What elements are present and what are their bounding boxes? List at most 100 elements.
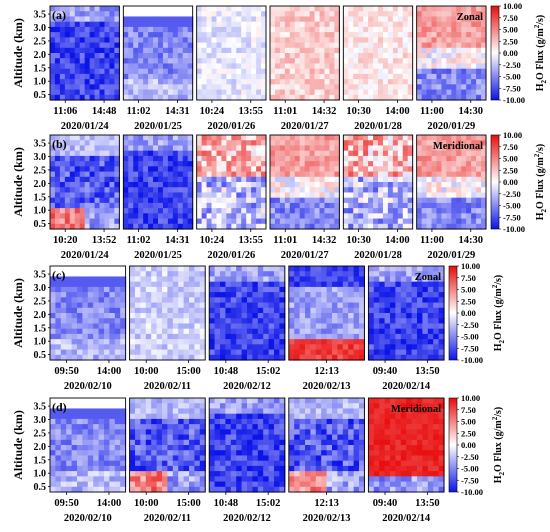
heatmap-cell: [87, 281, 94, 288]
heatmap-cell: [392, 161, 399, 167]
heatmap-cell: [390, 286, 396, 293]
heatmap-cell: [221, 145, 227, 152]
heatmap-cell: [279, 182, 286, 188]
heatmap-cell: [64, 26, 71, 33]
heatmap-cell: [98, 271, 105, 278]
heatmap-cell: [466, 176, 472, 183]
heatmap-cell: [87, 328, 94, 335]
heatmap-cell: [60, 455, 67, 462]
heatmap-cell: [221, 63, 227, 70]
heatmap-cell: [94, 89, 101, 96]
heatmap-cell: [162, 418, 168, 425]
heatmap-cell: [373, 297, 380, 304]
heatmap-cell: [407, 213, 414, 220]
heatmap-cell: [441, 79, 447, 85]
heatmap-cell: [241, 68, 247, 75]
heatmap-cell: [84, 47, 91, 54]
heatmap-cell: [114, 26, 120, 33]
heatmap-cell: [99, 176, 106, 183]
heatmap-cell: [476, 58, 482, 65]
heatmap-cell: [54, 218, 61, 225]
heatmap-cell: [138, 11, 144, 18]
heatmap-cell: [69, 166, 76, 173]
heatmap-cell: [373, 208, 379, 214]
heatmap-cell: [114, 155, 120, 162]
heatmap-cell: [334, 21, 340, 28]
heatmap-cell: [138, 202, 144, 209]
heatmap-cell: [59, 58, 66, 65]
heatmap-cell: [279, 68, 286, 75]
heatmap-cell: [77, 266, 83, 272]
heatmap-cell: [284, 155, 291, 162]
heatmap-cell: [431, 53, 438, 59]
heatmap-cell: [422, 276, 429, 283]
heatmap-cell: [373, 145, 379, 152]
heatmap-cell: [406, 328, 413, 335]
heatmap-cell: [294, 84, 301, 91]
heatmap-cell: [153, 171, 159, 178]
heatmap-cell: [416, 26, 423, 33]
heatmap-cell: [417, 281, 423, 288]
heatmap-cell: [461, 176, 467, 183]
heatmap-cell: [55, 354, 62, 361]
heatmap-cell: [257, 302, 264, 309]
heatmap-cell: [261, 26, 267, 33]
heatmap-cell: [153, 94, 159, 101]
heatmap-cell: [363, 94, 369, 101]
heatmap-cell: [427, 286, 434, 293]
heatmap-cell: [135, 481, 141, 488]
heatmap-cell: [140, 439, 147, 446]
heatmap-cell: [456, 202, 462, 209]
heatmap-cell: [55, 429, 62, 436]
heatmap-cell: [220, 302, 226, 309]
heatmap-cell: [392, 53, 399, 59]
heatmap-cell: [387, 140, 394, 147]
heatmap-cell: [54, 6, 61, 12]
date-label: 2020/02/10: [64, 381, 112, 392]
heatmap-cell: [64, 176, 71, 183]
heatmap-cell: [299, 323, 306, 330]
heatmap-cell: [407, 11, 414, 18]
heatmap-cell: [304, 182, 311, 188]
heatmap-cell: [128, 161, 134, 167]
heatmap-cell: [226, 47, 232, 54]
heatmap-cell: [120, 450, 127, 457]
heatmap-cell: [387, 37, 394, 44]
heatmap-cell: [387, 89, 394, 96]
heatmap-cell: [421, 140, 428, 147]
heatmap-cell: [466, 187, 472, 194]
heatmap-cell: [461, 187, 467, 194]
heatmap-cell: [334, 37, 340, 44]
heatmap-cell: [321, 307, 328, 314]
heatmap-cell: [305, 307, 311, 314]
heatmap-cell: [431, 73, 438, 80]
heatmap-cell: [231, 58, 237, 65]
heatmap-cell: [246, 150, 252, 157]
heatmap-cell: [114, 450, 121, 457]
heatmap-cell: [324, 37, 331, 44]
heatmap-cell: [199, 323, 206, 330]
heatmap-cell: [400, 286, 407, 293]
heatmap-cell: [104, 47, 111, 54]
heatmap-cell: [251, 68, 257, 75]
heatmap-cell: [436, 150, 443, 157]
heatmap-cell: [84, 223, 91, 230]
heatmap-cell: [326, 266, 333, 272]
heatmap-cell: [270, 47, 276, 54]
heatmap-cell: [256, 16, 262, 23]
heatmap-cell: [120, 408, 127, 415]
heatmap-cell: [402, 213, 409, 220]
heatmap-cell: [182, 182, 189, 188]
heatmap-cell: [368, 21, 374, 28]
heatmap-cell: [348, 223, 354, 230]
heatmap-cell: [241, 223, 247, 230]
heatmap-cell: [426, 171, 433, 178]
heatmap-cell: [456, 135, 462, 141]
colorbar-label-part: /s): [535, 15, 546, 26]
heatmap-cell: [397, 47, 404, 54]
heatmap-cell: [319, 37, 326, 44]
heatmap-cell: [183, 418, 190, 425]
heatmap-cell: [279, 21, 286, 28]
heatmap-cell: [466, 135, 472, 141]
heatmap-cell: [216, 176, 223, 183]
